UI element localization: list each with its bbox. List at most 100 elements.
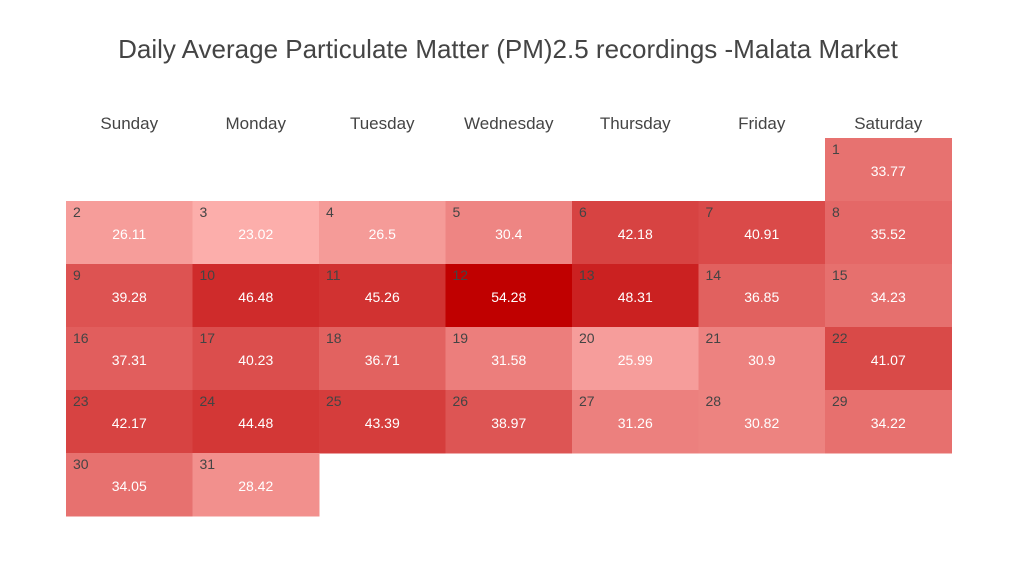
day-number-13: 13: [579, 267, 595, 283]
day-value-19: 31.58: [491, 352, 526, 368]
day-value-2: 26.11: [112, 226, 146, 242]
day-cell-rect-5: [445, 201, 573, 265]
day-cell-rect-31: [192, 453, 320, 517]
day-cell-11[interactable]: 11 45.26: [319, 264, 446, 328]
day-number-4: 4: [326, 204, 334, 220]
day-value-13: 48.31: [618, 289, 653, 305]
day-cell-rect-6: [572, 201, 699, 265]
weekday-label-tuesday: Tuesday: [350, 114, 415, 133]
day-number-5: 5: [453, 204, 461, 220]
day-cells: 133.77226.11323.02426.5530.4642.18740.91…: [66, 138, 952, 517]
day-value-8: 35.52: [871, 226, 906, 242]
day-cell-4[interactable]: 426.5: [319, 201, 446, 265]
day-number-17: 17: [200, 330, 216, 346]
day-cell-rect-24: [192, 390, 320, 454]
day-number-22: 22: [832, 330, 848, 346]
day-value-1: 33.77: [871, 163, 906, 179]
day-value-14: 36.85: [744, 289, 779, 305]
day-number-3: 3: [200, 204, 208, 220]
day-cell-3[interactable]: 323.02: [192, 201, 320, 265]
day-number-31: 31: [200, 456, 216, 472]
day-cell-10[interactable]: 10 46.48: [192, 264, 320, 328]
day-value-30: 34.05: [112, 478, 147, 494]
day-cell-17[interactable]: 17 40.23: [192, 327, 320, 391]
day-number-6: 6: [579, 204, 587, 220]
day-cell-12[interactable]: 12 54.28: [445, 264, 573, 328]
day-number-18: 18: [326, 330, 342, 346]
day-cell-22[interactable]: 22 41.07: [825, 327, 952, 391]
day-cell-rect-21: [698, 327, 826, 391]
day-number-21: 21: [706, 330, 722, 346]
day-cell-24[interactable]: 24 44.48: [192, 390, 320, 454]
day-cell-31[interactable]: 31 28.42: [192, 453, 320, 517]
day-value-25: 43.39: [365, 415, 400, 431]
day-cell-30[interactable]: 30 34.05: [66, 453, 193, 517]
day-cell-rect-2: [66, 201, 193, 265]
day-number-11: 11: [326, 267, 341, 283]
day-cell-rect-23: [66, 390, 193, 454]
day-cell-18[interactable]: 18 36.71: [319, 327, 446, 391]
weekday-label-friday: Friday: [738, 114, 786, 133]
day-cell-rect-30: [66, 453, 193, 517]
day-value-7: 40.91: [744, 226, 779, 242]
day-number-19: 19: [453, 330, 469, 346]
day-cell-14[interactable]: 14 36.85: [698, 264, 826, 328]
weekday-label-thursday: Thursday: [600, 114, 671, 133]
day-value-31: 28.42: [238, 478, 273, 494]
day-cell-rect-3: [192, 201, 320, 265]
day-value-18: 36.71: [365, 352, 400, 368]
day-number-2: 2: [73, 204, 81, 220]
day-cell-26[interactable]: 26 38.97: [445, 390, 573, 454]
day-cell-rect-13: [572, 264, 699, 328]
day-cell-9[interactable]: 939.28: [66, 264, 193, 328]
day-value-15: 34.23: [871, 289, 906, 305]
day-cell-6[interactable]: 642.18: [572, 201, 699, 265]
day-cell-7[interactable]: 740.91: [698, 201, 826, 265]
day-value-24: 44.48: [238, 415, 273, 431]
day-number-7: 7: [706, 204, 714, 220]
day-cell-23[interactable]: 23 42.17: [66, 390, 193, 454]
weekday-headers: Sunday Monday Tuesday Wednesday Thursday Frid…: [100, 114, 922, 133]
day-number-20: 20: [579, 330, 595, 346]
day-number-15: 15: [832, 267, 848, 283]
day-cell-15[interactable]: 15 34.23: [825, 264, 952, 328]
day-cell-rect-28: [698, 390, 826, 454]
day-number-26: 26: [453, 393, 469, 409]
day-value-28: 30.82: [744, 415, 779, 431]
day-cell-21[interactable]: 21 30.9: [698, 327, 826, 391]
day-cell-rect-19: [445, 327, 573, 391]
day-number-24: 24: [200, 393, 216, 409]
day-number-9: 9: [73, 267, 81, 283]
day-cell-rect-11: [319, 264, 446, 328]
day-cell-8[interactable]: 835.52: [825, 201, 952, 265]
day-number-12: 12: [453, 267, 469, 283]
day-value-20: 25.99: [618, 352, 653, 368]
day-value-11: 45.26: [365, 289, 400, 305]
day-value-27: 31.26: [618, 415, 653, 431]
day-cell-rect-29: [825, 390, 952, 454]
day-cell-1[interactable]: 133.77: [825, 138, 952, 202]
day-cell-19[interactable]: 19 31.58: [445, 327, 573, 391]
day-cell-rect-15: [825, 264, 952, 328]
day-cell-27[interactable]: 27 31.26: [572, 390, 699, 454]
day-cell-5[interactable]: 530.4: [445, 201, 573, 265]
day-cell-rect-8: [825, 201, 952, 265]
day-cell-rect-20: [572, 327, 699, 391]
day-cell-20[interactable]: 20 25.99: [572, 327, 699, 391]
day-value-6: 42.18: [618, 226, 653, 242]
day-value-3: 23.02: [238, 226, 273, 242]
day-cell-2[interactable]: 226.11: [66, 201, 193, 265]
weekday-label-saturday: Saturday: [854, 114, 923, 133]
day-value-4: 26.5: [369, 226, 396, 242]
day-number-29: 29: [832, 393, 848, 409]
day-cell-16[interactable]: 16 37.31: [66, 327, 193, 391]
day-cell-29[interactable]: 29 34.22: [825, 390, 952, 454]
day-cell-28[interactable]: 28 30.82: [698, 390, 826, 454]
day-cell-25[interactable]: 25 43.39: [319, 390, 446, 454]
day-cell-rect-25: [319, 390, 446, 454]
day-cell-rect-26: [445, 390, 573, 454]
weekday-label-wednesday: Wednesday: [464, 114, 554, 133]
day-value-17: 40.23: [238, 352, 273, 368]
day-number-10: 10: [200, 267, 216, 283]
day-cell-13[interactable]: 13 48.31: [572, 264, 699, 328]
